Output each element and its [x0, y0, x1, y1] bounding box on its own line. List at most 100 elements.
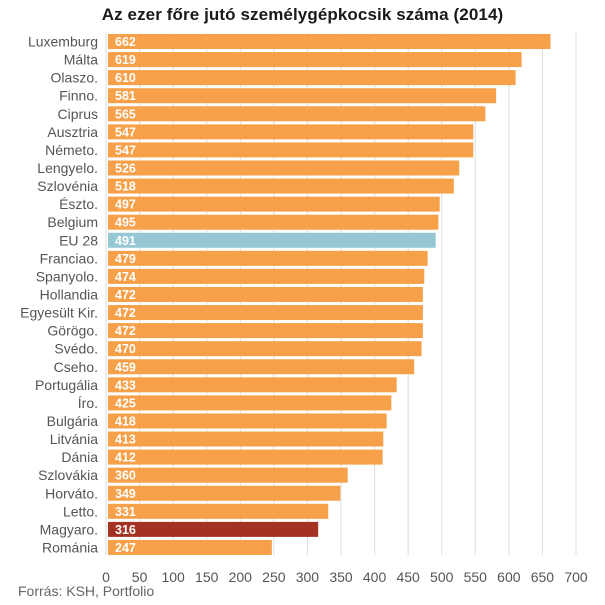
- x-tick-label: 350: [329, 569, 353, 585]
- x-tick-label: 50: [132, 569, 148, 585]
- category-label: Luxemburg: [28, 34, 98, 50]
- category-label: Finno.: [59, 88, 98, 104]
- value-label: 459: [115, 360, 136, 374]
- value-label: 495: [115, 216, 136, 230]
- x-tick-label: 500: [430, 569, 454, 585]
- bar-bulgaria: [108, 413, 387, 429]
- category-label: Franciao.: [40, 250, 98, 266]
- value-label: 247: [115, 541, 136, 555]
- value-label: 418: [115, 414, 136, 428]
- x-tick-label: 300: [296, 569, 320, 585]
- value-label: 331: [115, 505, 136, 519]
- value-label: 412: [115, 451, 136, 465]
- bar-eszto: [108, 196, 440, 212]
- value-label: 360: [115, 469, 136, 483]
- bar-gorogo: [108, 323, 423, 339]
- bar-magyaro: [108, 521, 319, 537]
- bar-ciprus: [108, 106, 486, 122]
- x-tick-label: 450: [396, 569, 420, 585]
- bar-iro: [108, 395, 392, 411]
- category-label: Horváto.: [45, 485, 98, 501]
- value-label: 662: [115, 35, 136, 49]
- value-label: 610: [115, 71, 136, 85]
- value-label: 479: [115, 252, 136, 266]
- category-label: Svédo.: [54, 341, 98, 357]
- x-tick-label: 700: [564, 569, 588, 585]
- bar-eu-28: [108, 232, 436, 248]
- x-tick-label: 400: [363, 569, 387, 585]
- bar-franciao: [108, 250, 428, 266]
- chart-title: Az ezer főre jutó személygépkocsik száma…: [101, 5, 504, 24]
- value-label: 547: [115, 143, 136, 157]
- bar-lengyelo: [108, 160, 460, 176]
- bar-olaszo: [108, 70, 516, 86]
- bar-svedo: [108, 341, 422, 357]
- value-label: 425: [115, 396, 136, 410]
- bar-spanyolo: [108, 268, 425, 284]
- bar-romania: [108, 539, 272, 555]
- x-tick-label: 100: [161, 569, 185, 585]
- category-label: Letto.: [63, 503, 98, 519]
- value-label: 470: [115, 342, 136, 356]
- value-label: 433: [115, 378, 136, 392]
- x-tick-label: 150: [195, 569, 219, 585]
- value-label: 316: [115, 523, 136, 537]
- x-tick-label: 250: [262, 569, 286, 585]
- category-label: Hollandia: [40, 286, 99, 302]
- category-label: Magyaro.: [40, 521, 98, 537]
- category-label: Íro.: [78, 395, 98, 411]
- bar-ausztria: [108, 124, 474, 140]
- category-label: Ausztria: [47, 124, 98, 140]
- category-label: Ciprus: [58, 106, 98, 122]
- value-label: 619: [115, 53, 136, 67]
- bar-szlovenia: [108, 178, 454, 194]
- value-label: 565: [115, 107, 136, 121]
- bar-dania: [108, 449, 383, 465]
- value-label: 526: [115, 161, 136, 175]
- bar-belgium: [108, 214, 439, 230]
- source-note: Forrás: KSH, Portfolio: [18, 583, 155, 599]
- category-label: Lengyelo.: [37, 160, 98, 176]
- x-tick-label: 650: [531, 569, 555, 585]
- category-label: Egyesült Kir.: [20, 305, 98, 321]
- value-label: 497: [115, 198, 136, 212]
- category-label: Görögo.: [47, 323, 98, 339]
- category-label: Dánia: [61, 449, 98, 465]
- value-label: 413: [115, 433, 136, 447]
- bar-hollandia: [108, 286, 423, 302]
- bar-nemeto: [108, 142, 474, 158]
- category-label: Észto.: [59, 196, 98, 212]
- bar-malta: [108, 52, 522, 68]
- category-label: Belgium: [47, 214, 98, 230]
- bar-szlovakia: [108, 467, 348, 483]
- bar-cseho: [108, 359, 415, 375]
- x-tick-label: 600: [497, 569, 521, 585]
- bar-luxemburg: [108, 34, 551, 49]
- category-label: Spanyolo.: [36, 268, 98, 284]
- value-label: 472: [115, 324, 136, 338]
- category-label: EU 28: [59, 232, 98, 248]
- bar-litvania: [108, 431, 384, 447]
- bar-letto: [108, 503, 329, 519]
- category-label: Cseho.: [54, 359, 98, 375]
- bar-horvato: [108, 485, 341, 501]
- category-label: Szlovákia: [38, 467, 98, 483]
- category-label: Románia: [42, 539, 98, 555]
- category-label: Bulgária: [47, 413, 99, 429]
- category-label: Málta: [64, 52, 98, 68]
- category-label: Litvánia: [50, 431, 98, 447]
- bar-finno: [108, 88, 497, 104]
- category-label: Portugália: [35, 377, 98, 393]
- value-label: 474: [115, 270, 136, 284]
- bar-egyesult-kir: [108, 305, 423, 321]
- value-label: 349: [115, 487, 136, 501]
- category-label: Szlovénia: [37, 178, 98, 194]
- value-label: 491: [115, 234, 136, 248]
- x-tick-label: 0: [102, 569, 110, 585]
- value-label: 581: [115, 89, 136, 103]
- value-label: 518: [115, 180, 136, 194]
- bar-portugalia: [108, 377, 397, 393]
- value-label: 547: [115, 125, 136, 139]
- value-label: 472: [115, 306, 136, 320]
